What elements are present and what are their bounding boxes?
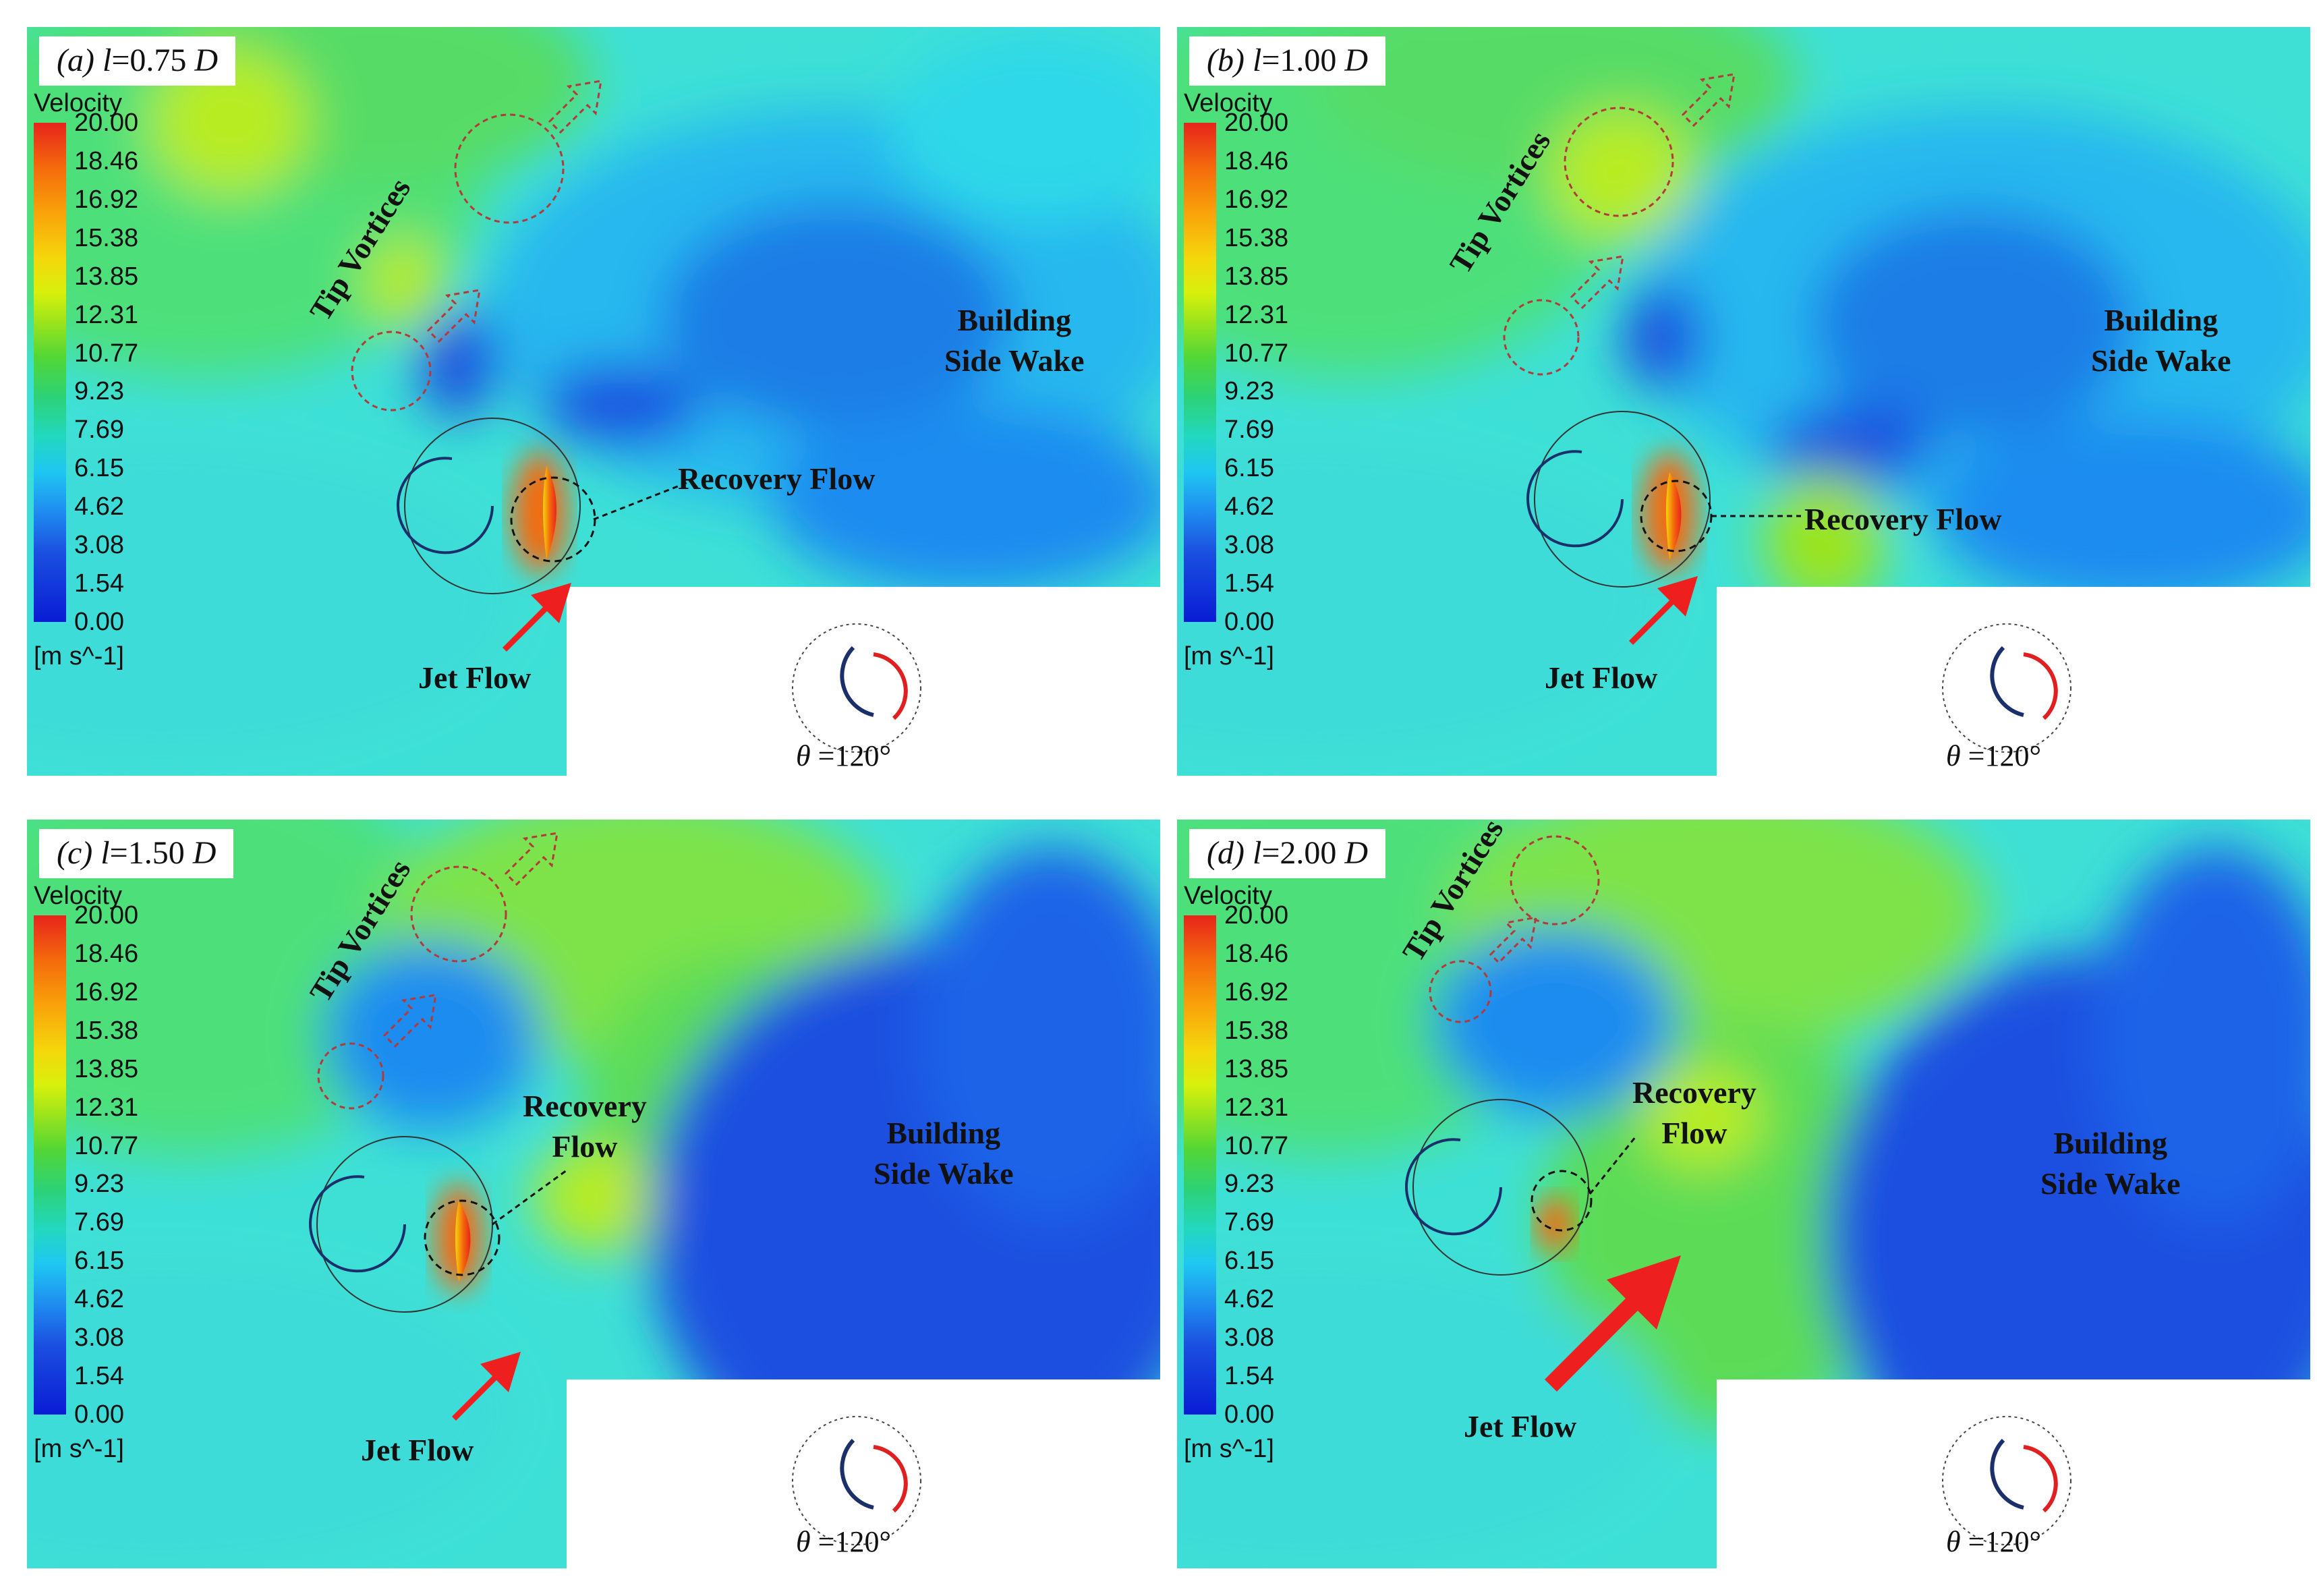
colorbar-tick-label: 12.31 <box>1224 300 1289 329</box>
colorbar-tick-label: 3.08 <box>1224 531 1274 560</box>
colorbar-tick-label: 9.23 <box>1224 377 1274 406</box>
colorbar-tick-label: 18.46 <box>1224 939 1289 968</box>
colorbar <box>1184 915 1216 1415</box>
recovery-flow-label: Recovery Flow <box>1632 1075 1756 1150</box>
colorbar-tick-label: 16.92 <box>1224 185 1289 214</box>
building-side-wake-label: Building Side Wake <box>2091 303 2231 378</box>
colorbar-tick-label: 6.15 <box>74 1247 124 1276</box>
colorbar-tick-label: 20.00 <box>74 109 139 137</box>
velocity-contour-c <box>27 820 1160 1568</box>
colorbar-tick-label: 15.38 <box>1224 1016 1289 1045</box>
colorbar-unit: [m s^-1] <box>1184 1435 1274 1463</box>
colorbar-tick-label: 7.69 <box>1224 416 1274 445</box>
colorbar <box>34 123 66 622</box>
velocity-contour-a <box>27 27 1160 776</box>
colorbar-tick-label: 0.00 <box>74 608 124 636</box>
colorbar-tick-label: 15.38 <box>74 223 139 252</box>
colorbar-tick-label: 20.00 <box>1224 901 1289 930</box>
colorbar-tick-label: 12.31 <box>74 1093 139 1122</box>
colorbar-tick-label: 15.38 <box>74 1016 139 1045</box>
colorbar-title: Velocity <box>34 89 122 117</box>
colorbar-tick-label: 3.08 <box>74 531 124 560</box>
colorbar-tick-label: 9.23 <box>1224 1170 1274 1199</box>
colorbar-tick-label: 10.77 <box>74 339 139 368</box>
recovery-flow-label: Recovery Flow <box>523 1089 647 1164</box>
colorbar-tick-label: 18.46 <box>1224 146 1289 175</box>
colorbar-tick-label: 6.15 <box>1224 1247 1274 1276</box>
colorbar-tick-label: 0.00 <box>1224 1400 1274 1429</box>
colorbar-tick-label: 12.31 <box>1224 1093 1289 1122</box>
colorbar-tick-label: 16.92 <box>74 185 139 214</box>
velocity-contour-d <box>1177 820 2310 1568</box>
panel-c: (c) l=1.50 D Velocity 20.00 18.46 16.92 15.… <box>27 820 1160 1568</box>
theta-label: θ =120° <box>1946 739 2042 772</box>
colorbar-unit: [m s^-1] <box>34 1435 124 1463</box>
colorbar-tick-label: 6.15 <box>1224 454 1274 483</box>
colorbar-tick-label: 7.69 <box>74 416 124 445</box>
panel-title-d: (d) l=2.00 D <box>1189 829 1386 878</box>
colorbar-title: Velocity <box>1184 882 1272 910</box>
colorbar-tick-label: 9.23 <box>74 1170 124 1199</box>
colorbar-tick-label: 13.85 <box>1224 1054 1289 1083</box>
colorbar-tick-label: 1.54 <box>74 569 124 598</box>
theta-label: θ =120° <box>796 739 892 772</box>
panel-title-c: (c) l=1.50 D <box>39 829 234 878</box>
building-side-wake-label: Building Side Wake <box>944 303 1085 378</box>
colorbar-tick-label: 12.31 <box>74 300 139 329</box>
colorbar-tick-label: 13.85 <box>74 262 139 291</box>
colorbar-tick-label: 4.62 <box>74 1285 124 1314</box>
colorbar-tick-label: 9.23 <box>74 377 124 406</box>
colorbar-tick-label: 18.46 <box>74 146 139 175</box>
panel-b: (b) l=1.00 D Velocity 20.00 18.46 16.92 15.… <box>1177 27 2310 776</box>
colorbar-unit: [m s^-1] <box>1184 642 1274 671</box>
colorbar-tick-label: 16.92 <box>74 977 139 1006</box>
jet-flow-label: Jet Flow <box>418 660 532 695</box>
colorbar-tick-label: 10.77 <box>1224 339 1289 368</box>
colorbar-tick-label: 3.08 <box>1224 1323 1274 1352</box>
colorbar-unit: [m s^-1] <box>34 642 124 671</box>
colorbar-tick-label: 1.54 <box>1224 1362 1274 1391</box>
colorbar <box>1184 123 1216 622</box>
theta-label: θ =120° <box>796 1525 892 1558</box>
colorbar-tick-label: 10.77 <box>74 1131 139 1160</box>
colorbar-tick-label: 4.62 <box>1224 492 1274 521</box>
colorbar-tick-label: 3.08 <box>74 1323 124 1352</box>
colorbar-tick-label: 16.92 <box>1224 977 1289 1006</box>
building-side-wake-label: Building Side Wake <box>874 1116 1014 1191</box>
colorbar-title: Velocity <box>34 882 122 910</box>
colorbar-tick-label: 4.62 <box>74 492 124 521</box>
velocity-contour-b <box>1177 27 2310 776</box>
jet-flow-label: Jet Flow <box>361 1433 474 1467</box>
recovery-flow-label: Recovery Flow <box>1804 502 2002 536</box>
theta-label: θ =120° <box>1946 1525 2042 1558</box>
colorbar-tick-label: 20.00 <box>1224 109 1289 137</box>
colorbar-tick-label: 13.85 <box>74 1054 139 1083</box>
colorbar-tick-label: 4.62 <box>1224 1285 1274 1314</box>
colorbar-tick-label: 7.69 <box>1224 1208 1274 1237</box>
colorbar-tick-label: 20.00 <box>74 901 139 930</box>
colorbar <box>34 915 66 1415</box>
colorbar-tick-label: 0.00 <box>1224 608 1274 636</box>
colorbar-title: Velocity <box>1184 89 1272 117</box>
colorbar-tick-label: 0.00 <box>74 1400 124 1429</box>
colorbar-tick-label: 1.54 <box>74 1362 124 1391</box>
colorbar-tick-label: 1.54 <box>1224 569 1274 598</box>
panel-d: (d) l=2.00 D Velocity 20.00 18.46 16.92 15.… <box>1177 820 2310 1568</box>
jet-flow-label: Jet Flow <box>1545 660 1658 695</box>
panel-title-b: (b) l=1.00 D <box>1189 36 1386 86</box>
colorbar-tick-label: 15.38 <box>1224 223 1289 252</box>
colorbar-tick-label: 10.77 <box>1224 1131 1289 1160</box>
recovery-flow-label: Recovery Flow <box>678 461 876 496</box>
jet-flow-label: Jet Flow <box>1464 1409 1577 1444</box>
panel-a: (a) l=0.75 D Velocity 20.00 18.46 16.92 15.… <box>27 27 1160 776</box>
colorbar-tick-label: 6.15 <box>74 454 124 483</box>
colorbar-tick-label: 13.85 <box>1224 262 1289 291</box>
colorbar-tick-label: 7.69 <box>74 1208 124 1237</box>
building-side-wake-label: Building Side Wake <box>2040 1126 2181 1201</box>
colorbar-tick-label: 18.46 <box>74 939 139 968</box>
panel-title-a: (a) l=0.75 D <box>39 36 236 86</box>
